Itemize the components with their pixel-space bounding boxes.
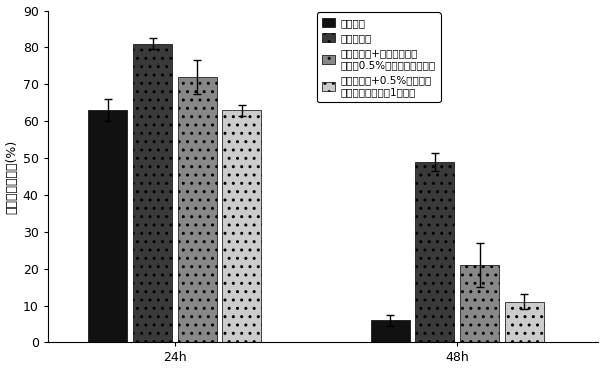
Bar: [505, 302, 544, 342]
Bar: [222, 110, 262, 342]
Bar: [178, 77, 217, 342]
Bar: [460, 265, 499, 342]
Bar: [133, 44, 172, 342]
Bar: [371, 320, 410, 342]
Bar: [88, 110, 127, 342]
Bar: [416, 162, 454, 342]
Y-axis label: 上皮缺损百分数(%): 上皮缺损百分数(%): [5, 139, 19, 213]
Legend: 正常小鼠, 糖尿病小鼠, 糖尿病小鼠+未用地喹氯铵
修饰的0.5%姜黄素胶束滴眼液, 糖尿病小鼠+0.5%姜黄素胶
束滴眼液（实施例1制备）: 正常小鼠, 糖尿病小鼠, 糖尿病小鼠+未用地喹氯铵 修饰的0.5%姜黄素胶束滴眼…: [317, 13, 440, 102]
